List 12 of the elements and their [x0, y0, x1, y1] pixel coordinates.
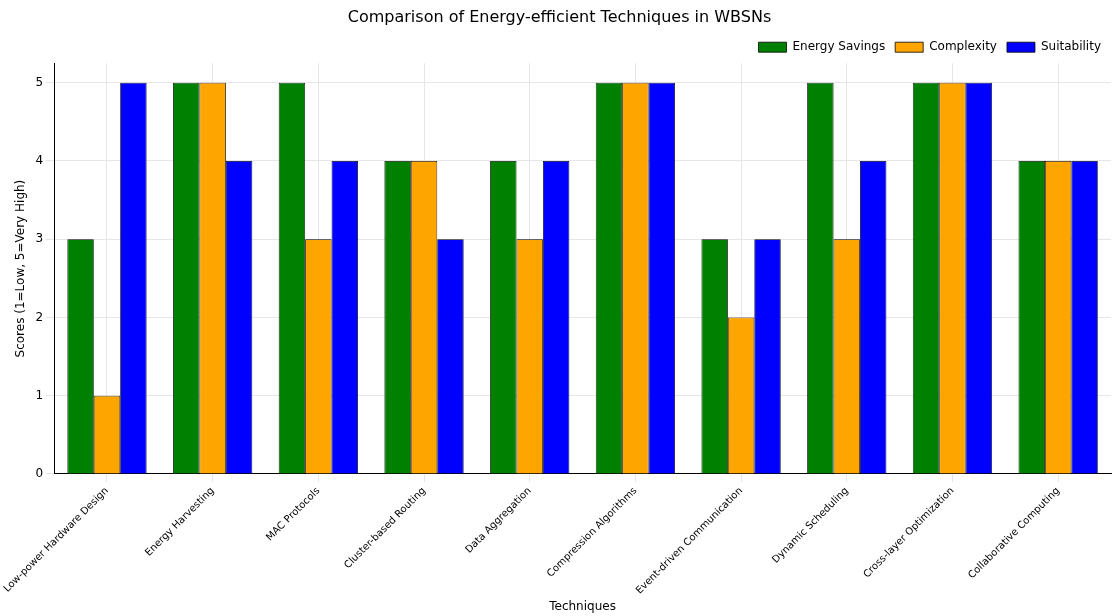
chart-title: Comparison of Energy-efficient Techniques in WBSNs [347, 6, 772, 26]
y-tick-label: 1 [35, 387, 44, 402]
y-tick-label: 3 [35, 231, 44, 246]
x-axis-title: Techniques [548, 598, 616, 613]
legend-label: Energy Savings [792, 39, 886, 54]
y-tick-label: 0 [35, 466, 44, 481]
y-tick-label: 5 [35, 74, 44, 89]
legend-label: Complexity [929, 39, 997, 54]
y-axis-title: Scores (1=Low, 5=Very High) [13, 179, 28, 358]
y-tick-label: 2 [35, 309, 44, 324]
legend-label: Suitability [1040, 39, 1102, 54]
y-tick-label: 4 [35, 153, 44, 168]
